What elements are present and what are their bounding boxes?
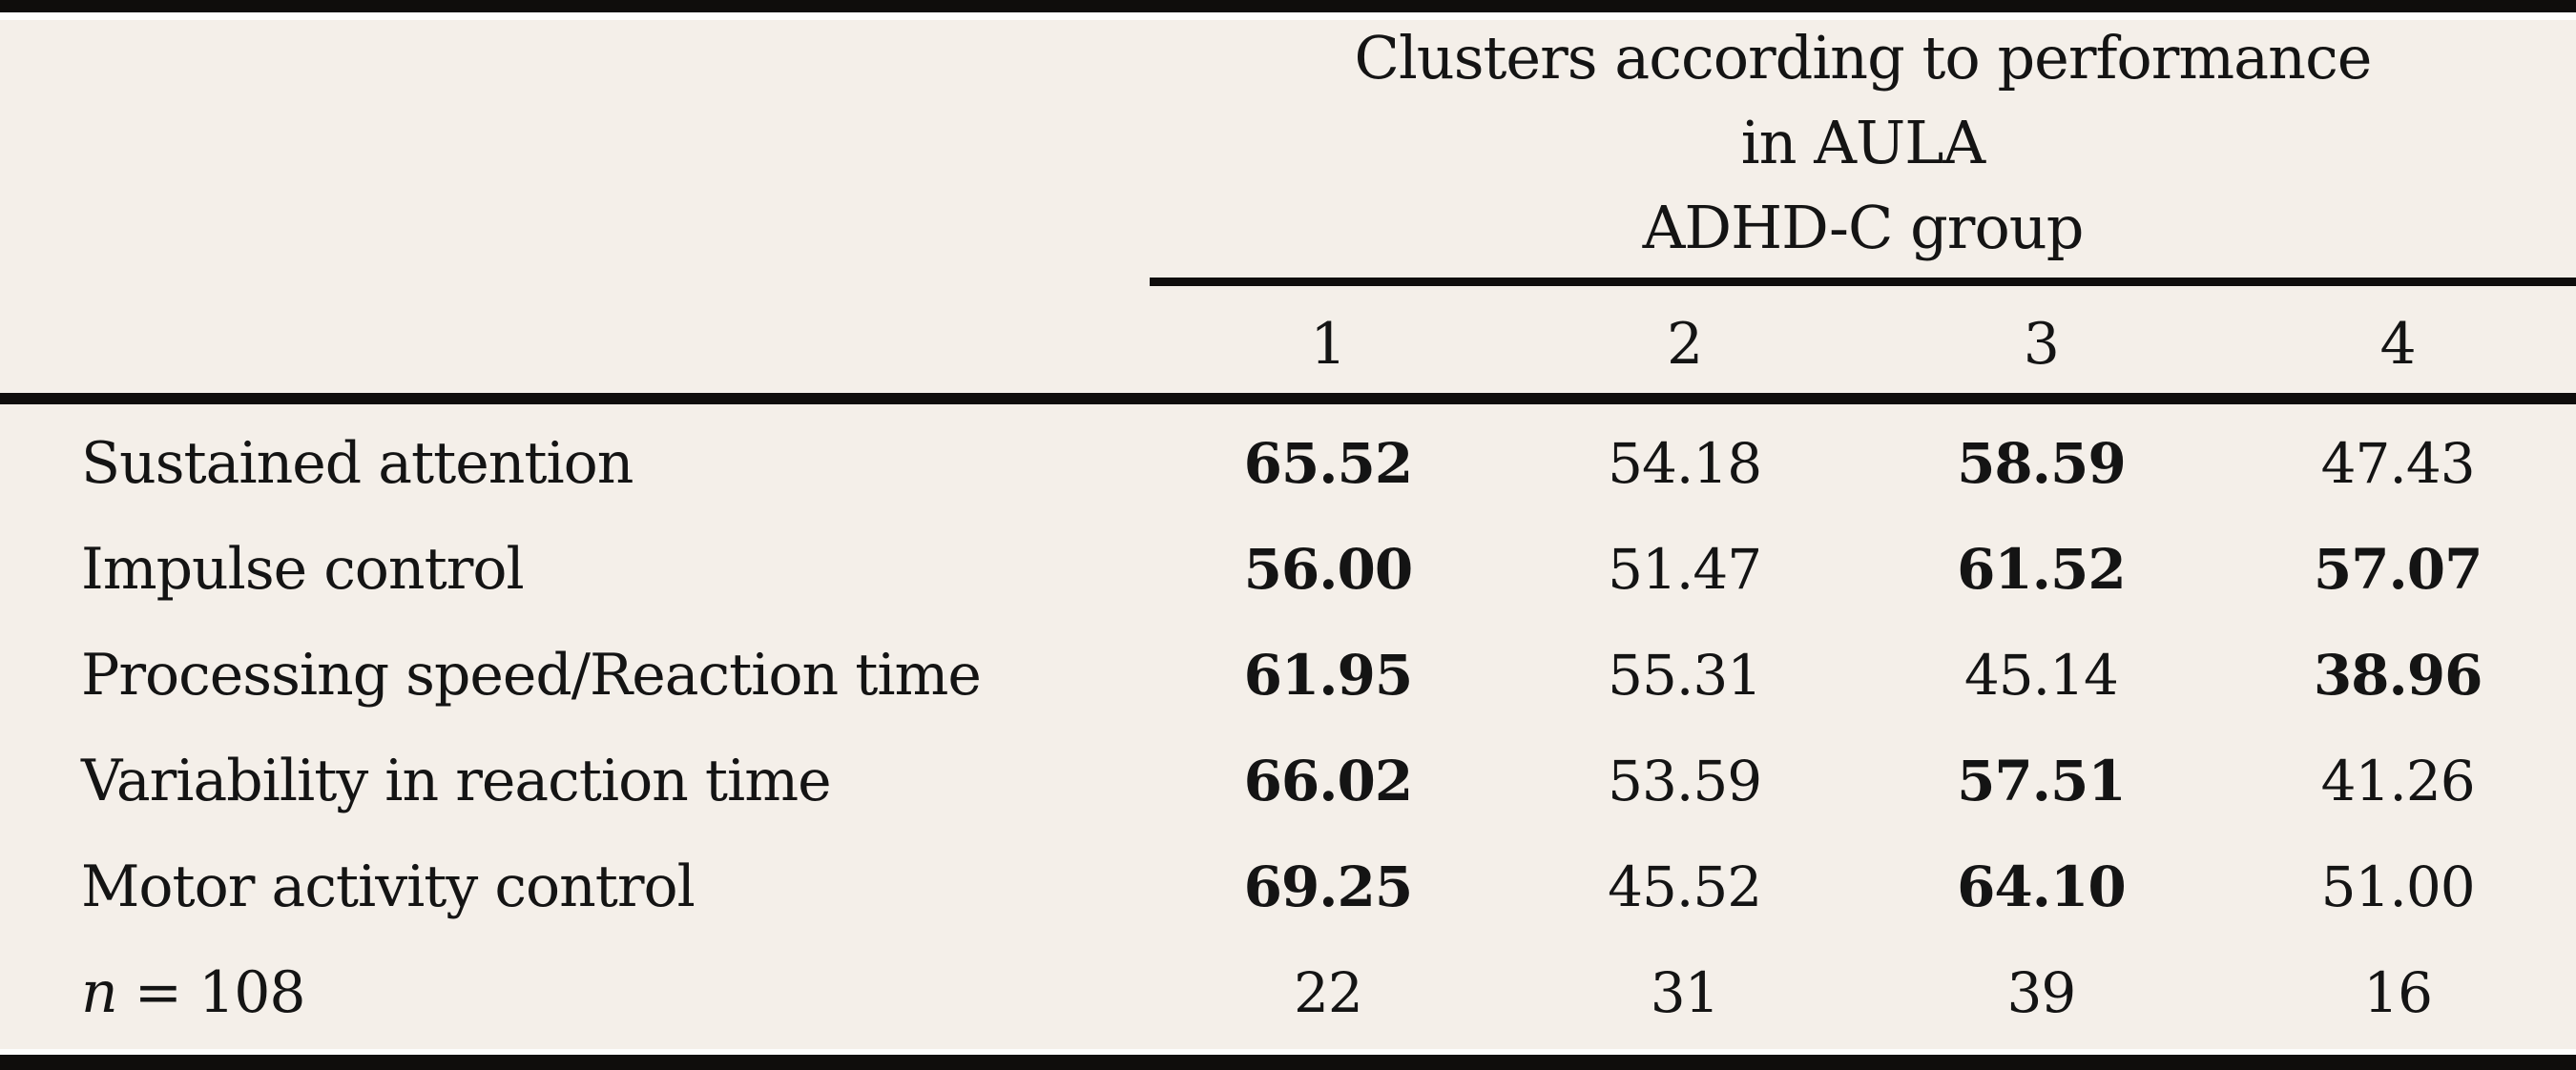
cell-value: 61.52 xyxy=(1957,536,2127,602)
cell-value: 57.07 xyxy=(2313,536,2483,602)
table-row: Motor activity control 69.25 45.52 64.10… xyxy=(0,833,2576,939)
sample-size-row: n = 108 22 31 39 16 xyxy=(0,939,2576,1045)
header-underline-rule xyxy=(1150,278,2576,286)
cell-value: 69.25 xyxy=(1243,854,1414,919)
table-row: Impulse control 56.00 51.47 61.52 57.07 xyxy=(0,516,2576,622)
cell-value: 16 xyxy=(2363,959,2433,1025)
cell-value: 22 xyxy=(1293,959,1363,1025)
header-body-separator-rule xyxy=(0,393,2576,404)
header-line-2: in AULA xyxy=(1740,108,1985,177)
cell-value: 55.31 xyxy=(1608,642,1762,708)
row-label: Sustained attention xyxy=(81,429,634,497)
cell-value: 51.47 xyxy=(1608,536,1762,602)
n-symbol: n xyxy=(81,958,118,1026)
table-row: Variability in reaction time 66.02 53.59… xyxy=(0,728,2576,833)
table-row: Processing speed/Reaction time 61.95 55.… xyxy=(0,622,2576,728)
table-body: Sustained attention 65.52 54.18 58.59 47… xyxy=(0,410,2576,1045)
bottom-border-bar xyxy=(0,1055,2576,1070)
n-equals-value: = 108 xyxy=(116,958,306,1026)
cell-value: 65.52 xyxy=(1243,430,1414,496)
header-line-3: ADHD-C group xyxy=(1642,193,2085,262)
column-header-1: 1 xyxy=(1310,311,1346,378)
cell-value: 61.95 xyxy=(1243,642,1414,708)
cell-value: 38.96 xyxy=(2313,642,2483,708)
cell-value: 58.59 xyxy=(1957,430,2127,496)
cell-value: 51.00 xyxy=(2320,854,2476,919)
row-label: Impulse control xyxy=(81,535,525,603)
column-header-2: 2 xyxy=(1667,311,1703,378)
top-border-bar xyxy=(0,0,2576,12)
cell-value: 66.02 xyxy=(1243,748,1414,813)
table-row: Sustained attention 65.52 54.18 58.59 47… xyxy=(0,410,2576,516)
cell-value: 53.59 xyxy=(1608,748,1762,813)
row-label: Variability in reaction time xyxy=(81,747,832,814)
top-divider-gap xyxy=(0,12,2576,20)
row-label: Processing speed/Reaction time xyxy=(81,641,982,709)
table-header: Clusters according to performance in AUL… xyxy=(1150,15,2576,270)
column-header-4: 4 xyxy=(2379,311,2417,378)
cell-value: 54.18 xyxy=(1608,430,1762,496)
cell-value: 47.43 xyxy=(2320,430,2476,496)
cell-value: 45.14 xyxy=(1963,642,2119,708)
cell-value: 45.52 xyxy=(1608,854,1762,919)
cell-value: 31 xyxy=(1650,959,1720,1025)
bottom-divider-gap xyxy=(0,1049,2576,1055)
cell-value: 56.00 xyxy=(1243,536,1414,602)
cluster-column-headers: 1 2 3 4 xyxy=(1150,298,2576,390)
column-header-3: 3 xyxy=(2023,311,2060,378)
row-label: n = 108 xyxy=(0,959,1150,1026)
cell-value: 39 xyxy=(2006,959,2076,1025)
cell-value: 57.51 xyxy=(1957,748,2127,813)
row-label: Motor activity control xyxy=(81,853,696,920)
header-line-1: Clusters according to performance xyxy=(1354,23,2373,93)
cell-value: 64.10 xyxy=(1957,854,2127,919)
cell-value: 41.26 xyxy=(2320,748,2476,813)
